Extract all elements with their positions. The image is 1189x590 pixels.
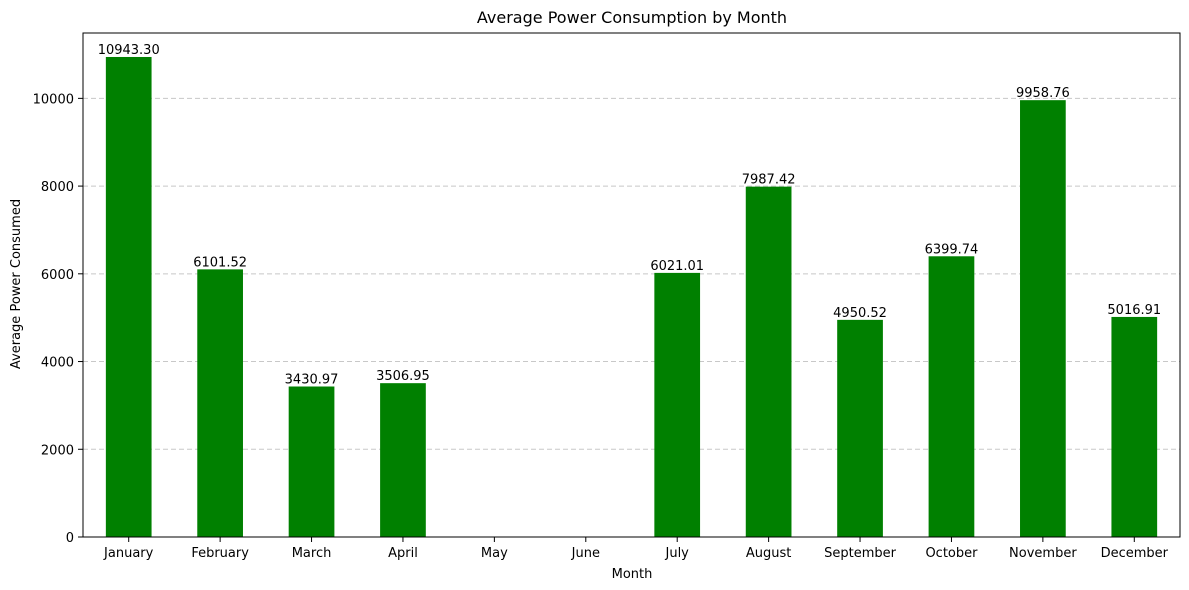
y-tick-label: 0 bbox=[66, 531, 74, 546]
y-tick-label: 2000 bbox=[41, 443, 74, 458]
data-label-november: 9958.76 bbox=[1016, 86, 1070, 101]
x-tick-label-april: April bbox=[388, 546, 418, 561]
bar-july bbox=[654, 272, 701, 537]
x-tick-label-september: September bbox=[824, 546, 897, 561]
bar-april bbox=[380, 383, 426, 537]
data-label-february: 6101.52 bbox=[193, 255, 247, 270]
bar-october bbox=[928, 256, 975, 537]
bars bbox=[105, 56, 1158, 538]
data-label-march: 3430.97 bbox=[285, 373, 339, 388]
data-label-december: 5016.91 bbox=[1107, 303, 1161, 318]
bar-january bbox=[105, 56, 152, 537]
x-tick-label-november: November bbox=[1009, 546, 1077, 561]
data-label-july: 6021.01 bbox=[650, 259, 704, 274]
y-tick-label: 8000 bbox=[41, 180, 74, 195]
x-tick-label-august: August bbox=[746, 546, 792, 561]
gridlines bbox=[83, 97, 1180, 450]
x-tick-label-june: June bbox=[571, 546, 600, 561]
bar-february bbox=[197, 269, 243, 537]
bar-september bbox=[837, 319, 883, 537]
x-tick-label-january: January bbox=[103, 546, 154, 561]
data-label-january: 10943.30 bbox=[98, 43, 160, 58]
data-label-october: 6399.74 bbox=[925, 242, 979, 257]
data-label-april: 3506.95 bbox=[376, 369, 430, 384]
x-tick-label-july: July bbox=[665, 546, 690, 561]
data-label-september: 4950.52 bbox=[833, 306, 887, 321]
y-tick-label: 10000 bbox=[33, 92, 74, 107]
bar-november bbox=[1020, 100, 1066, 538]
y-tick-label: 6000 bbox=[41, 268, 74, 283]
x-axis-ticks: January February March April May June July Augu… bbox=[103, 537, 1169, 561]
x-tick-label-march: March bbox=[292, 546, 332, 561]
data-labels: 10943.30 6101.52 3430.97 3506.95 6021.01 7987… bbox=[98, 43, 1161, 388]
x-tick-label-may: May bbox=[481, 546, 508, 561]
bar-december bbox=[1111, 316, 1158, 537]
y-axis-label: Average Power Consumed bbox=[9, 199, 24, 369]
x-tick-label-december: December bbox=[1101, 546, 1169, 561]
bar-august bbox=[745, 186, 792, 537]
bar-march bbox=[288, 386, 335, 537]
y-tick-label: 4000 bbox=[41, 356, 74, 371]
x-axis-label: Month bbox=[612, 567, 653, 582]
x-tick-label-october: October bbox=[925, 546, 978, 561]
x-tick-label-february: February bbox=[191, 546, 249, 561]
plot-area-frame bbox=[82, 32, 1181, 538]
chart-title: Average Power Consumption by Month bbox=[477, 8, 787, 27]
y-axis-ticks: 0 2000 4000 6000 8000 10000 bbox=[33, 92, 83, 546]
data-label-august: 7987.42 bbox=[742, 173, 796, 188]
